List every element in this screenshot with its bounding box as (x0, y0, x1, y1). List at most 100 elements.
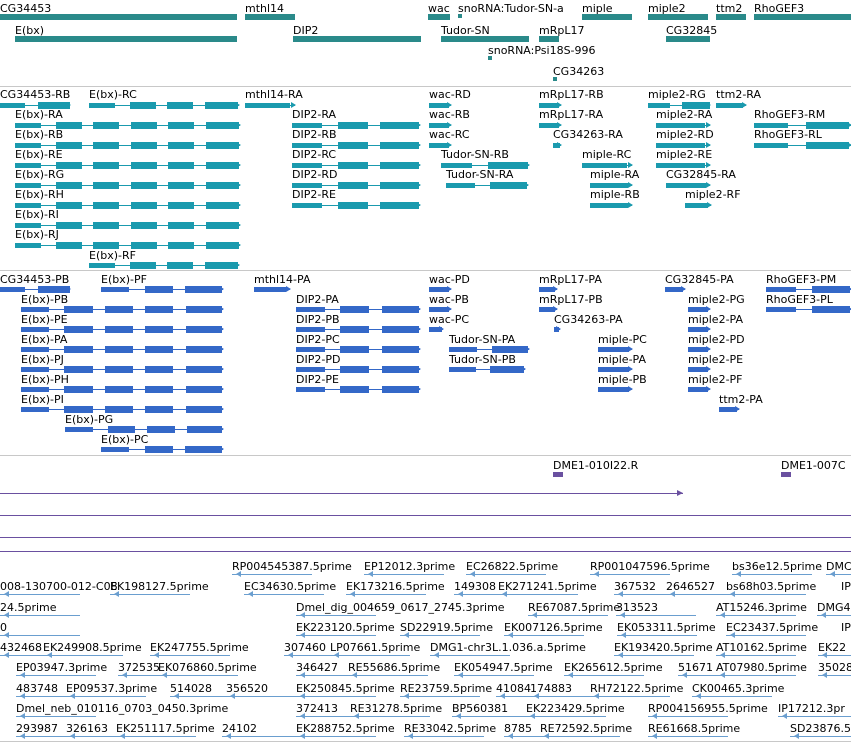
est-label[interactable]: RP004156955.5prime (648, 702, 768, 715)
gene-label[interactable]: snoRNA:Tudor-SN-a (458, 2, 564, 15)
transcript-exon[interactable] (590, 183, 628, 188)
gene-label[interactable]: miple (582, 2, 613, 15)
translation-exon[interactable] (104, 386, 134, 393)
est-line[interactable] (150, 655, 230, 656)
translation-exon[interactable] (21, 307, 50, 312)
translation-exon[interactable] (185, 406, 222, 413)
gene-model[interactable] (754, 14, 851, 20)
est-line[interactable] (400, 635, 480, 636)
est-label[interactable]: 372535 (118, 661, 160, 674)
est-line[interactable] (614, 655, 694, 656)
translation-exon[interactable] (0, 287, 25, 292)
transcript-label[interactable]: CG32845-RA (666, 168, 736, 181)
transcript-exon[interactable] (15, 123, 42, 128)
gene-model[interactable] (458, 14, 462, 18)
est-line[interactable] (244, 594, 324, 595)
est-label[interactable]: 149308 (454, 580, 496, 593)
transcript-exon[interactable] (666, 183, 706, 188)
transcript-exon[interactable] (15, 203, 42, 208)
translation-exon[interactable] (598, 367, 629, 372)
transcript-exon[interactable] (93, 202, 120, 209)
translation-exon[interactable] (186, 426, 223, 433)
translation-label[interactable]: ttm2-PA (719, 393, 763, 406)
translation-label[interactable]: DIP2-PE (296, 373, 339, 386)
translation-exon[interactable] (688, 307, 708, 312)
gene-model[interactable] (245, 14, 295, 20)
transcript-exon[interactable] (429, 103, 449, 108)
gene-label[interactable]: RhoGEF3 (754, 2, 805, 15)
gene-label[interactable]: CG32845 (666, 24, 718, 37)
est-label[interactable]: EC23437.5prime (726, 621, 819, 634)
est-line[interactable] (16, 675, 96, 676)
translation-exon[interactable] (64, 366, 93, 373)
transcript-label[interactable]: miple-RC (582, 148, 632, 161)
translation-exon[interactable] (811, 286, 850, 293)
clone-span-line[interactable] (0, 551, 851, 552)
gene-model[interactable] (582, 14, 632, 20)
translation-exon[interactable] (21, 367, 50, 372)
transcript-exon[interactable] (55, 242, 82, 249)
translation-label[interactable]: E(bx)-PH (21, 373, 69, 386)
transcript-label[interactable]: miple-RA (590, 168, 640, 181)
transcript-exon[interactable] (93, 122, 120, 129)
transcript-exon[interactable] (539, 103, 559, 108)
translation-exon[interactable] (340, 386, 370, 393)
translation-exon[interactable] (101, 287, 130, 292)
translation-exon[interactable] (449, 347, 477, 352)
est-line[interactable] (778, 716, 851, 717)
translation-exon[interactable] (688, 347, 708, 352)
transcript-exon[interactable] (245, 103, 290, 108)
translation-exon[interactable] (719, 407, 737, 412)
est-label[interactable]: EK007126.5prime (504, 621, 603, 634)
est-label[interactable]: 313523 (616, 601, 658, 614)
est-label[interactable]: EK193420.5prime (614, 641, 713, 654)
est-label[interactable]: SD23876.5p (790, 722, 851, 735)
translation-exon[interactable] (185, 286, 222, 293)
translation-label[interactable]: wac-PC (429, 313, 470, 326)
translation-label[interactable]: miple-PA (598, 353, 647, 366)
transcript-exon[interactable] (167, 262, 194, 269)
transcript-exon[interactable] (93, 142, 120, 149)
est-label[interactable]: RE23759.5prime (400, 682, 493, 695)
est-label[interactable]: 432468 (0, 641, 42, 654)
translation-exon[interactable] (429, 287, 449, 292)
est-line[interactable] (66, 696, 146, 697)
translation-exon[interactable] (766, 287, 796, 292)
translation-exon[interactable] (145, 306, 174, 313)
transcript-exon[interactable] (754, 123, 788, 128)
transcript-label[interactable]: DIP2-RA (292, 108, 337, 121)
est-line[interactable] (66, 736, 146, 737)
transcript-exon[interactable] (205, 182, 240, 189)
est-line[interactable] (232, 574, 312, 575)
translation-label[interactable]: CG34453-PB (0, 273, 70, 286)
translation-label[interactable]: miple2-PA (688, 313, 743, 326)
est-label[interactable]: DMC (826, 560, 851, 573)
translation-label[interactable]: E(bx)-PC (101, 433, 149, 446)
est-line[interactable] (330, 655, 410, 656)
transcript-exon[interactable] (292, 203, 322, 208)
est-label[interactable]: RH72122.5prime (590, 682, 684, 695)
translation-exon[interactable] (185, 346, 222, 353)
est-line[interactable] (0, 594, 80, 595)
transcript-exon[interactable] (168, 122, 195, 129)
est-line[interactable] (400, 696, 480, 697)
est-line[interactable] (296, 675, 376, 676)
transcript-exon[interactable] (168, 242, 195, 249)
est-label[interactable]: 2646527 (666, 580, 715, 593)
transcript-label[interactable]: wac-RD (429, 88, 471, 101)
translation-label[interactable]: RhoGEF3-PM (766, 273, 837, 286)
est-line[interactable] (284, 655, 364, 656)
est-line[interactable] (348, 675, 428, 676)
translation-exon[interactable] (766, 307, 796, 312)
gene-model[interactable] (428, 14, 450, 20)
transcript-exon[interactable] (55, 222, 82, 229)
est-line[interactable] (590, 696, 670, 697)
translation-exon[interactable] (104, 306, 134, 313)
est-label[interactable]: EK223120.5prime (296, 621, 395, 634)
est-label[interactable]: EK054947.5prime (454, 661, 553, 674)
est-label[interactable]: 326163 (66, 722, 108, 735)
est-line[interactable] (790, 736, 851, 737)
transcript-exon[interactable] (539, 123, 559, 128)
est-line[interactable] (296, 696, 376, 697)
est-line[interactable] (692, 696, 772, 697)
